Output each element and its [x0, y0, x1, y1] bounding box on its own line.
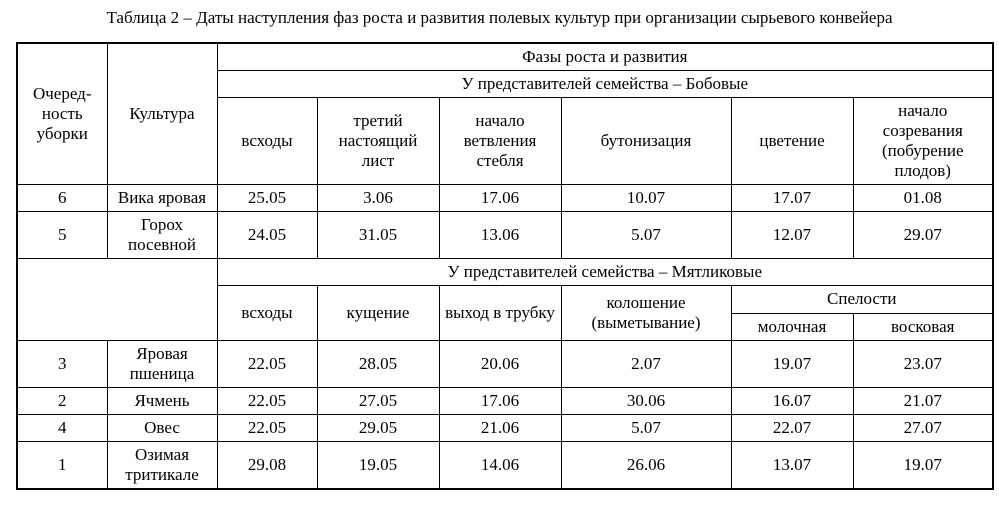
cell-value: 5.07 — [561, 212, 731, 259]
cell-value: 17.06 — [439, 387, 561, 414]
cell-value: 2.07 — [561, 340, 731, 387]
table-row: У представителей семейства – Мятликовые — [17, 259, 993, 286]
col-order-header: Очеред- ность уборки — [17, 43, 107, 185]
cell-crop: Овес — [107, 414, 217, 441]
legume-col-5: цветение — [731, 98, 853, 185]
cell-order: 6 — [17, 185, 107, 212]
legume-col-6: начало созревания (побурение плодов) — [853, 98, 993, 185]
cell-order: 1 — [17, 441, 107, 489]
grass-col-6: восковая — [853, 313, 993, 340]
cell-crop: Яровая пшеница — [107, 340, 217, 387]
grass-col-4: колошение (выметывание) — [561, 286, 731, 340]
cell-value: 19.07 — [853, 441, 993, 489]
cell-value: 28.05 — [317, 340, 439, 387]
phases-title: Фазы роста и развития — [217, 43, 993, 71]
cell-value: 10.07 — [561, 185, 731, 212]
table-caption: Таблица 2 – Даты наступления фаз роста и… — [16, 8, 983, 28]
grass-col-1: всходы — [217, 286, 317, 340]
cell-value: 19.07 — [731, 340, 853, 387]
grass-col-2: кущение — [317, 286, 439, 340]
legume-col-1: всходы — [217, 98, 317, 185]
cell-value: 29.05 — [317, 414, 439, 441]
grass-col-3: выход в трубку — [439, 286, 561, 340]
table-row: 2 Ячмень 22.05 27.05 17.06 30.06 16.07 2… — [17, 387, 993, 414]
cell-value: 27.05 — [317, 387, 439, 414]
cell-order: 3 — [17, 340, 107, 387]
table-row: 1 Озимая тритикале 29.08 19.05 14.06 26.… — [17, 441, 993, 489]
col-crop-header: Культура — [107, 43, 217, 185]
table-row: 5 Горох посевной 24.05 31.05 13.06 5.07 … — [17, 212, 993, 259]
cell-value: 5.07 — [561, 414, 731, 441]
cell-value: 23.07 — [853, 340, 993, 387]
cell-value: 22.05 — [217, 387, 317, 414]
table-row: 6 Вика яровая 25.05 3.06 17.06 10.07 17.… — [17, 185, 993, 212]
cell-value: 26.06 — [561, 441, 731, 489]
cell-value: 29.08 — [217, 441, 317, 489]
blank-span — [17, 259, 217, 340]
legume-col-3: начало ветвления стебля — [439, 98, 561, 185]
cell-value: 24.05 — [217, 212, 317, 259]
cell-value: 13.07 — [731, 441, 853, 489]
cell-value: 22.05 — [217, 414, 317, 441]
cell-crop: Ячмень — [107, 387, 217, 414]
legume-col-2: третий настоящий лист — [317, 98, 439, 185]
grass-col-5: молочная — [731, 313, 853, 340]
phases-table: Очеред- ность уборки Культура Фазы роста… — [16, 42, 994, 490]
cell-value: 01.08 — [853, 185, 993, 212]
cell-crop: Горох посевной — [107, 212, 217, 259]
cell-value: 21.07 — [853, 387, 993, 414]
cell-value: 17.07 — [731, 185, 853, 212]
cell-order: 2 — [17, 387, 107, 414]
page: Таблица 2 – Даты наступления фаз роста и… — [0, 0, 999, 502]
grass-ripeness-header: Спелости — [731, 286, 993, 313]
cell-value: 29.07 — [853, 212, 993, 259]
legume-family-header: У представителей семейства – Бобовые — [217, 71, 993, 98]
cell-value: 14.06 — [439, 441, 561, 489]
cell-value: 20.06 — [439, 340, 561, 387]
cell-value: 22.05 — [217, 340, 317, 387]
cell-value: 30.06 — [561, 387, 731, 414]
cell-value: 13.06 — [439, 212, 561, 259]
cell-value: 31.05 — [317, 212, 439, 259]
cell-value: 21.06 — [439, 414, 561, 441]
cell-value: 27.07 — [853, 414, 993, 441]
cell-value: 19.05 — [317, 441, 439, 489]
cell-order: 5 — [17, 212, 107, 259]
cell-value: 3.06 — [317, 185, 439, 212]
cell-crop: Озимая тритикале — [107, 441, 217, 489]
legume-col-4: бутонизация — [561, 98, 731, 185]
cell-value: 17.06 — [439, 185, 561, 212]
cell-value: 16.07 — [731, 387, 853, 414]
cell-value: 22.07 — [731, 414, 853, 441]
cell-crop: Вика яровая — [107, 185, 217, 212]
table-row: 4 Овес 22.05 29.05 21.06 5.07 22.07 27.0… — [17, 414, 993, 441]
table-row: 3 Яровая пшеница 22.05 28.05 20.06 2.07 … — [17, 340, 993, 387]
grass-family-header: У представителей семейства – Мятликовые — [217, 259, 993, 286]
table-row: Очеред- ность уборки Культура Фазы роста… — [17, 43, 993, 71]
cell-value: 25.05 — [217, 185, 317, 212]
cell-value: 12.07 — [731, 212, 853, 259]
cell-order: 4 — [17, 414, 107, 441]
